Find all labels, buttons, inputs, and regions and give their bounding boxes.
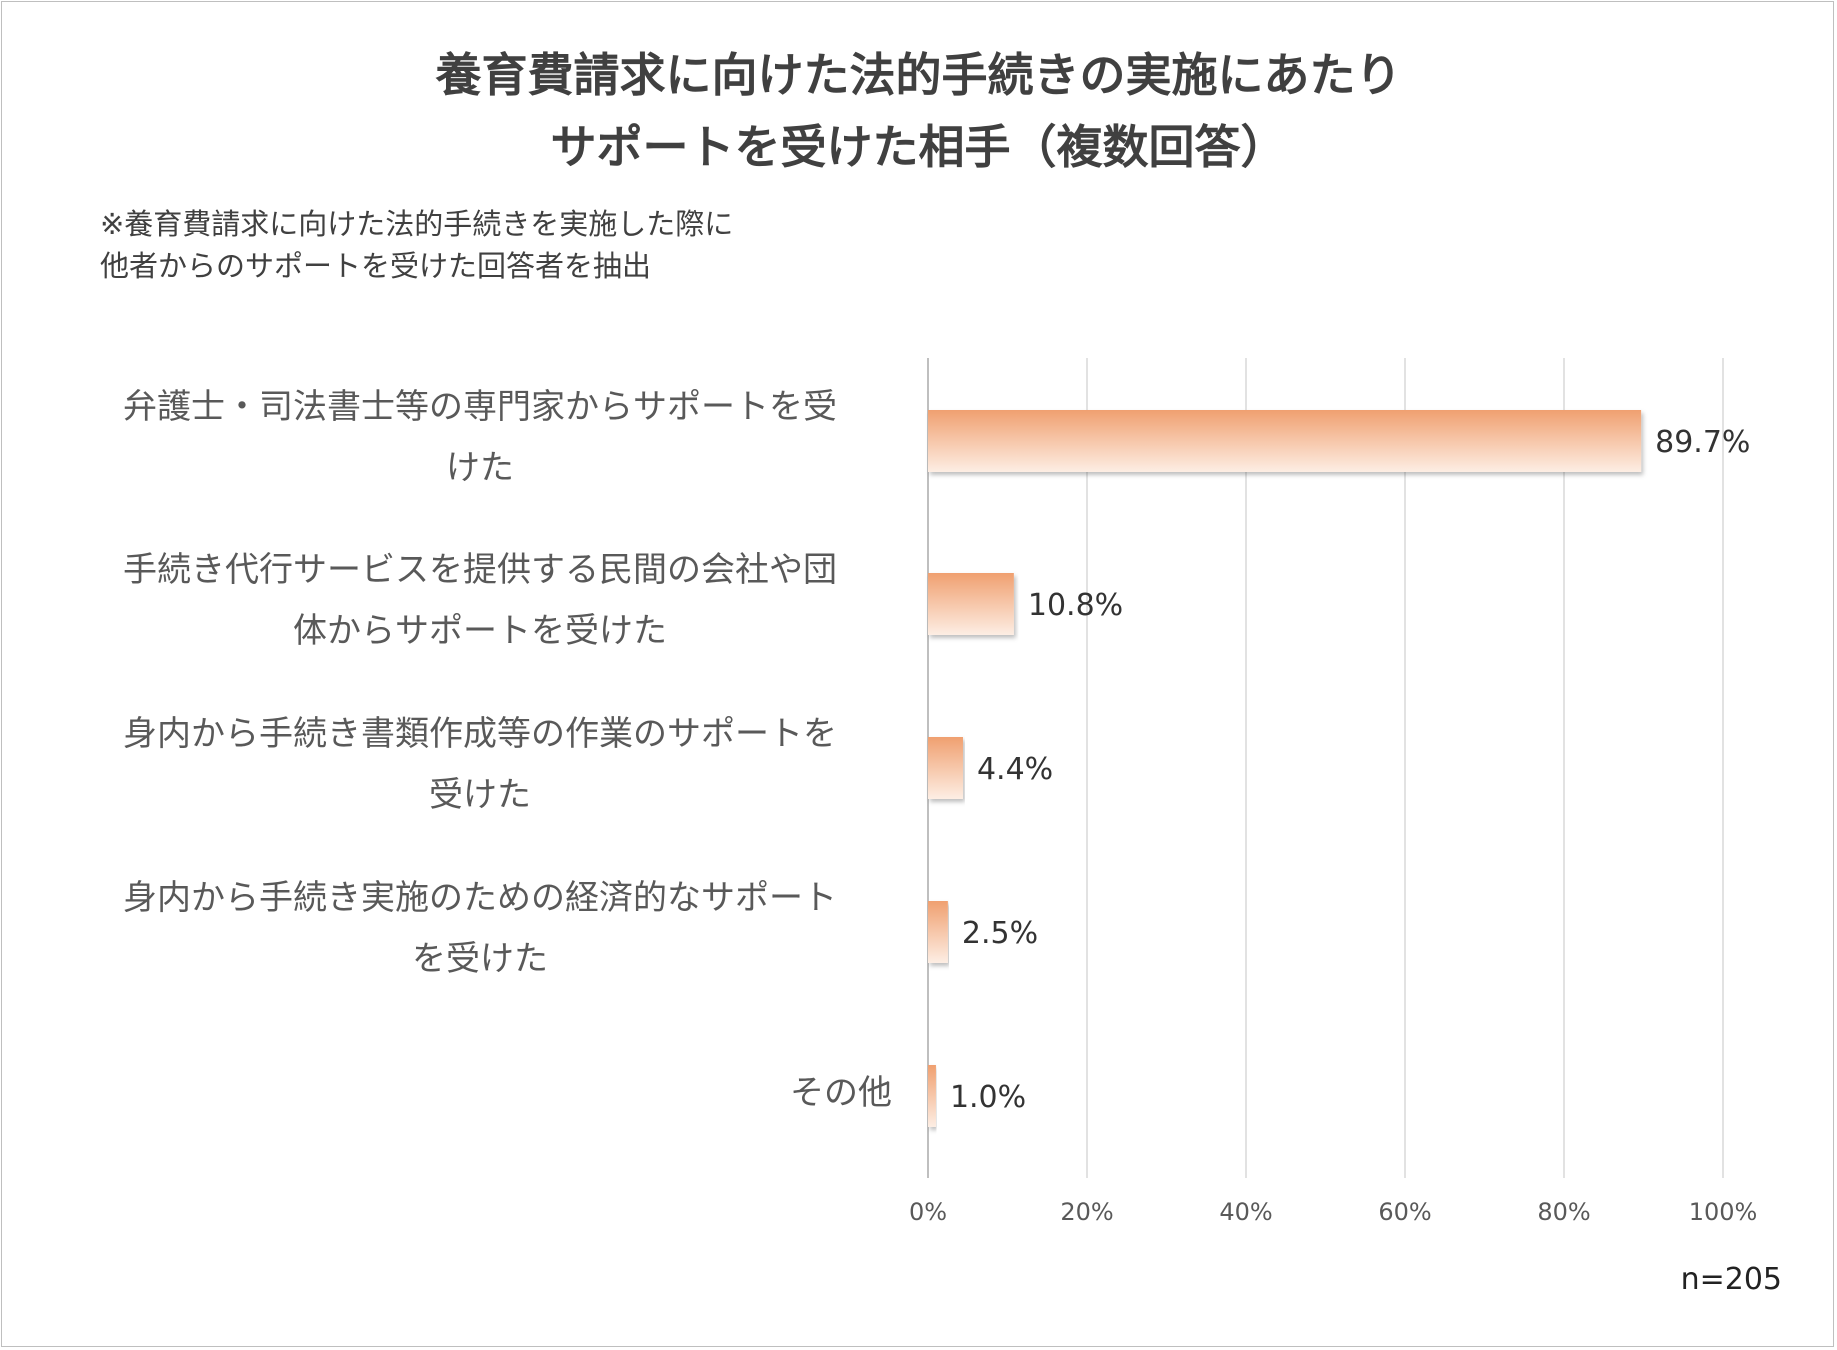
category-label-4-line-2: を受けた [412,939,548,979]
category-label-1-line-1: 弁護士・司法書士等の専門家からサポートを受 [123,387,837,427]
x-tick-100: 100% [1688,1198,1758,1226]
x-tick-60: 60% [1378,1198,1432,1226]
x-tick-80: 80% [1537,1198,1591,1226]
bar-2 [928,573,1014,635]
x-tick-0: 0% [908,1198,948,1226]
category-label-2-line-1: 手続き代行サービスを提供する民間の会社や団 [123,550,837,590]
category-label-2-line-2: 体からサポートを受けた [293,611,667,651]
category-label-5: その他 [790,1073,892,1113]
value-label-3: 4.4% [977,752,1053,787]
value-label-5: 1.0% [950,1080,1026,1115]
bar-4 [928,901,948,963]
bar-3 [928,737,963,799]
x-tick-40: 40% [1219,1198,1273,1226]
chart-title-line-2: サポートを受けた相手（複数回答） [550,120,1287,174]
category-label-3-line-2: 受けた [429,775,531,815]
chart-note-line-1: ※養育費請求に向けた法的手続きを実施した際に [100,207,734,241]
category-label-1-line-2: けた [446,448,514,488]
chart-title-line-1: 養育費請求に向けた法的手続きの実施にあたり [435,48,1402,102]
category-label-4-line-1: 身内から手続き実施のための経済的なサポート [123,878,837,918]
chart-note-line-2: 他者からのサポートを受けた回答者を抽出 [100,249,652,283]
bar-5 [928,1065,936,1127]
value-label-2: 10.8% [1028,588,1123,623]
value-label-1: 89.7% [1655,425,1750,460]
bar-1 [928,410,1642,472]
sample-size: n=205 [1680,1262,1782,1297]
category-label-3-line-1: 身内から手続き書類作成等の作業のサポートを [123,714,837,754]
value-label-4: 2.5% [962,916,1038,951]
x-tick-20: 20% [1060,1198,1114,1226]
